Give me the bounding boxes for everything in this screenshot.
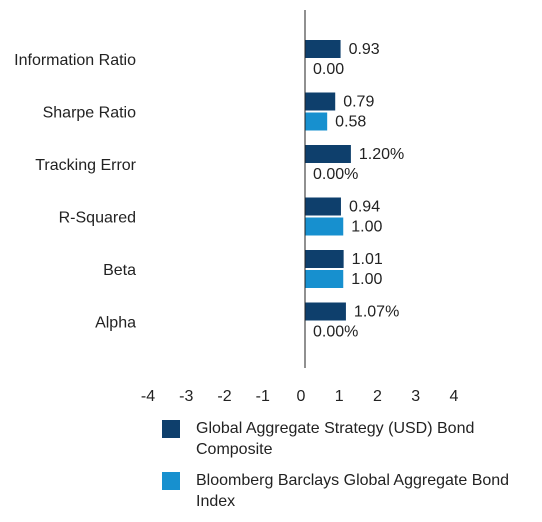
x-tick-label: -3 bbox=[179, 388, 193, 405]
value-label: 0.94 bbox=[349, 199, 380, 216]
value-label: 1.00 bbox=[351, 271, 382, 288]
value-label: 0.79 bbox=[343, 94, 374, 111]
x-tick-label: 0 bbox=[297, 388, 306, 405]
x-tick-label: 1 bbox=[335, 388, 344, 405]
bar bbox=[305, 197, 341, 216]
value-label: 1.00 bbox=[351, 219, 382, 236]
bar bbox=[305, 217, 344, 236]
bar bbox=[305, 302, 346, 321]
x-tick-label: -1 bbox=[256, 388, 270, 405]
value-label: 0.00% bbox=[313, 166, 358, 183]
legend: Global Aggregate Strategy (USD) Bond Com… bbox=[162, 418, 532, 522]
legend-item: Bloomberg Barclays Global Aggregate Bond… bbox=[162, 470, 532, 512]
legend-label: Global Aggregate Strategy (USD) Bond Com… bbox=[196, 420, 475, 458]
category-label: Beta bbox=[103, 262, 136, 279]
value-label: 0.00 bbox=[313, 61, 344, 78]
category-label: Sharpe Ratio bbox=[43, 105, 136, 122]
category-label: Alpha bbox=[95, 315, 136, 332]
category-label: R-Squared bbox=[59, 210, 136, 227]
value-label: 1.07% bbox=[354, 304, 399, 321]
value-label: 0.00% bbox=[313, 324, 358, 341]
x-tick-label: -4 bbox=[141, 388, 155, 405]
bar bbox=[305, 270, 344, 288]
bar bbox=[305, 92, 336, 111]
category-label: Information Ratio bbox=[14, 52, 136, 69]
x-tick-label: 4 bbox=[450, 388, 459, 405]
legend-label: Bloomberg Barclays Global Aggregate Bond… bbox=[196, 472, 510, 510]
x-tick-label: 3 bbox=[411, 388, 420, 405]
legend-swatch bbox=[162, 472, 180, 490]
legend-item: Global Aggregate Strategy (USD) Bond Com… bbox=[162, 418, 532, 460]
bar bbox=[305, 145, 351, 163]
bar bbox=[305, 40, 341, 58]
category-label: Tracking Error bbox=[35, 157, 136, 174]
bar bbox=[305, 112, 328, 131]
x-tick-label: 2 bbox=[373, 388, 382, 405]
value-label: 1.20% bbox=[359, 146, 404, 163]
value-label: 1.01 bbox=[352, 251, 383, 268]
x-tick-label: -2 bbox=[217, 388, 231, 405]
value-label: 0.93 bbox=[349, 41, 380, 58]
legend-swatch bbox=[162, 420, 180, 438]
value-label: 0.58 bbox=[335, 114, 366, 131]
chart: -4 -3 -2 -1 0 1 2 3 4 Information Ratio 0.93 0.00 Sh… bbox=[14, 10, 459, 405]
bar bbox=[305, 250, 344, 268]
